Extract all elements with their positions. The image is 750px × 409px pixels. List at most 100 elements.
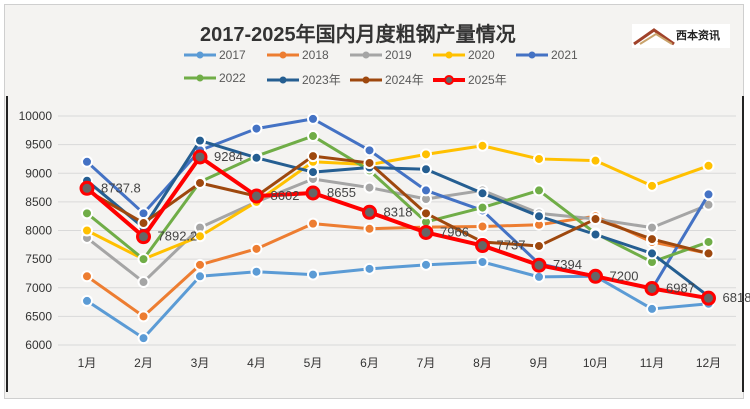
x-tick-label: 1月 — [78, 356, 97, 370]
legend-item[interactable]: 2023年 — [267, 71, 341, 88]
data-point — [137, 310, 150, 323]
data-point — [363, 144, 376, 157]
series-line-2023年 — [86, 139, 710, 298]
legend-marker-icon — [267, 51, 299, 59]
data-point — [363, 181, 376, 194]
data-point — [476, 139, 489, 152]
data-point — [420, 163, 432, 176]
series-line-2019 — [86, 177, 710, 284]
legend-item[interactable]: 2017 — [184, 48, 246, 62]
legend-label: 2017 — [219, 48, 246, 62]
data-label: 8602 — [271, 188, 300, 203]
data-point — [136, 229, 151, 245]
x-tick-label: 5月 — [304, 356, 323, 370]
data-point — [589, 154, 602, 167]
data-point — [250, 242, 263, 255]
legend-label: 2025年 — [468, 73, 507, 87]
x-tick-label: 10月 — [583, 356, 608, 370]
data-point — [192, 149, 208, 165]
x-tick-label: 9月 — [530, 356, 549, 370]
data-point — [81, 270, 93, 283]
y-tick-label: 7500 — [25, 252, 52, 266]
logo-text: 西本资讯 — [676, 30, 720, 42]
data-point — [137, 253, 150, 266]
legend-label: 2023年 — [302, 73, 341, 87]
data-point — [194, 258, 206, 271]
series-line-2017 — [86, 260, 709, 340]
data-point — [305, 185, 321, 201]
data-point — [589, 213, 602, 226]
data-point — [644, 280, 660, 296]
x-tick-label: 12月 — [696, 356, 721, 370]
legend-label: 2022 — [219, 71, 246, 85]
legend-item[interactable]: 2022 — [184, 71, 246, 85]
data-label: 9284 — [214, 149, 243, 164]
data-point — [249, 188, 264, 204]
legend-marker-icon — [433, 51, 465, 59]
y-tick-label: 9500 — [25, 138, 52, 152]
data-label: 8737.8 — [101, 180, 141, 195]
data-label: 7200 — [610, 268, 639, 283]
data-point — [307, 268, 319, 281]
legend-item[interactable]: 2021 — [516, 48, 578, 62]
data-point — [475, 238, 490, 254]
x-tick-label: 7月 — [417, 356, 436, 370]
logo-roof-icon — [633, 28, 675, 46]
data-point — [533, 239, 545, 252]
data-point — [646, 247, 658, 260]
series-line-2024年 — [86, 154, 709, 255]
legend-item[interactable]: 2018 — [267, 48, 329, 62]
data-label: 7892.2 — [158, 229, 198, 244]
data-label: 8655 — [327, 185, 356, 200]
data-point — [362, 204, 377, 220]
series-line-2025年 — [85, 154, 709, 301]
legend-item[interactable]: 2024年 — [350, 71, 424, 88]
data-point — [702, 247, 715, 260]
y-tick-label: 6000 — [25, 338, 52, 352]
data-point — [646, 221, 658, 234]
x-tick-label: 2月 — [134, 356, 153, 370]
data-point — [307, 166, 319, 179]
data-label: 8318 — [384, 204, 413, 219]
chart-title: 2017-2025年国内月度粗钢产量情况 — [200, 24, 516, 46]
data-point — [533, 270, 545, 283]
data-point — [420, 207, 432, 220]
legend-marker-icon — [433, 74, 465, 85]
data-point — [476, 255, 489, 268]
data-point — [476, 187, 489, 200]
legend-item[interactable]: 2019 — [350, 48, 412, 62]
data-label: 7737 — [497, 238, 526, 253]
series-line-2020 — [86, 144, 710, 261]
data-point — [194, 230, 206, 243]
data-point — [418, 224, 434, 240]
data-point — [702, 235, 715, 248]
y-tick-label: 9000 — [25, 166, 52, 180]
y-tick-label: 6500 — [25, 309, 52, 323]
legend-marker-icon — [184, 74, 216, 82]
x-tick-label: 11月 — [640, 356, 664, 370]
logo: 西本资讯 — [632, 24, 730, 48]
data-point — [137, 207, 150, 220]
y-tick-label: 8500 — [25, 195, 52, 209]
data-point — [81, 207, 93, 220]
data-point — [420, 148, 432, 161]
legend-label: 2018 — [302, 48, 329, 62]
data-point — [363, 262, 376, 275]
y-tick-label: 8000 — [25, 224, 52, 238]
data-point — [307, 130, 319, 143]
data-point — [363, 222, 376, 235]
data-label: 6987 — [666, 280, 695, 295]
data-point — [307, 217, 319, 230]
data-point — [250, 265, 263, 278]
data-point — [307, 150, 319, 163]
data-point — [250, 122, 263, 135]
data-point — [702, 188, 715, 201]
legend-marker-icon — [350, 51, 382, 59]
data-point — [194, 270, 206, 283]
legend-item[interactable]: 2020 — [433, 48, 495, 62]
data-label: 7394 — [553, 257, 582, 272]
data-point — [533, 184, 545, 197]
data-point — [194, 176, 206, 189]
legend-item[interactable]: 2025年 — [433, 71, 507, 88]
